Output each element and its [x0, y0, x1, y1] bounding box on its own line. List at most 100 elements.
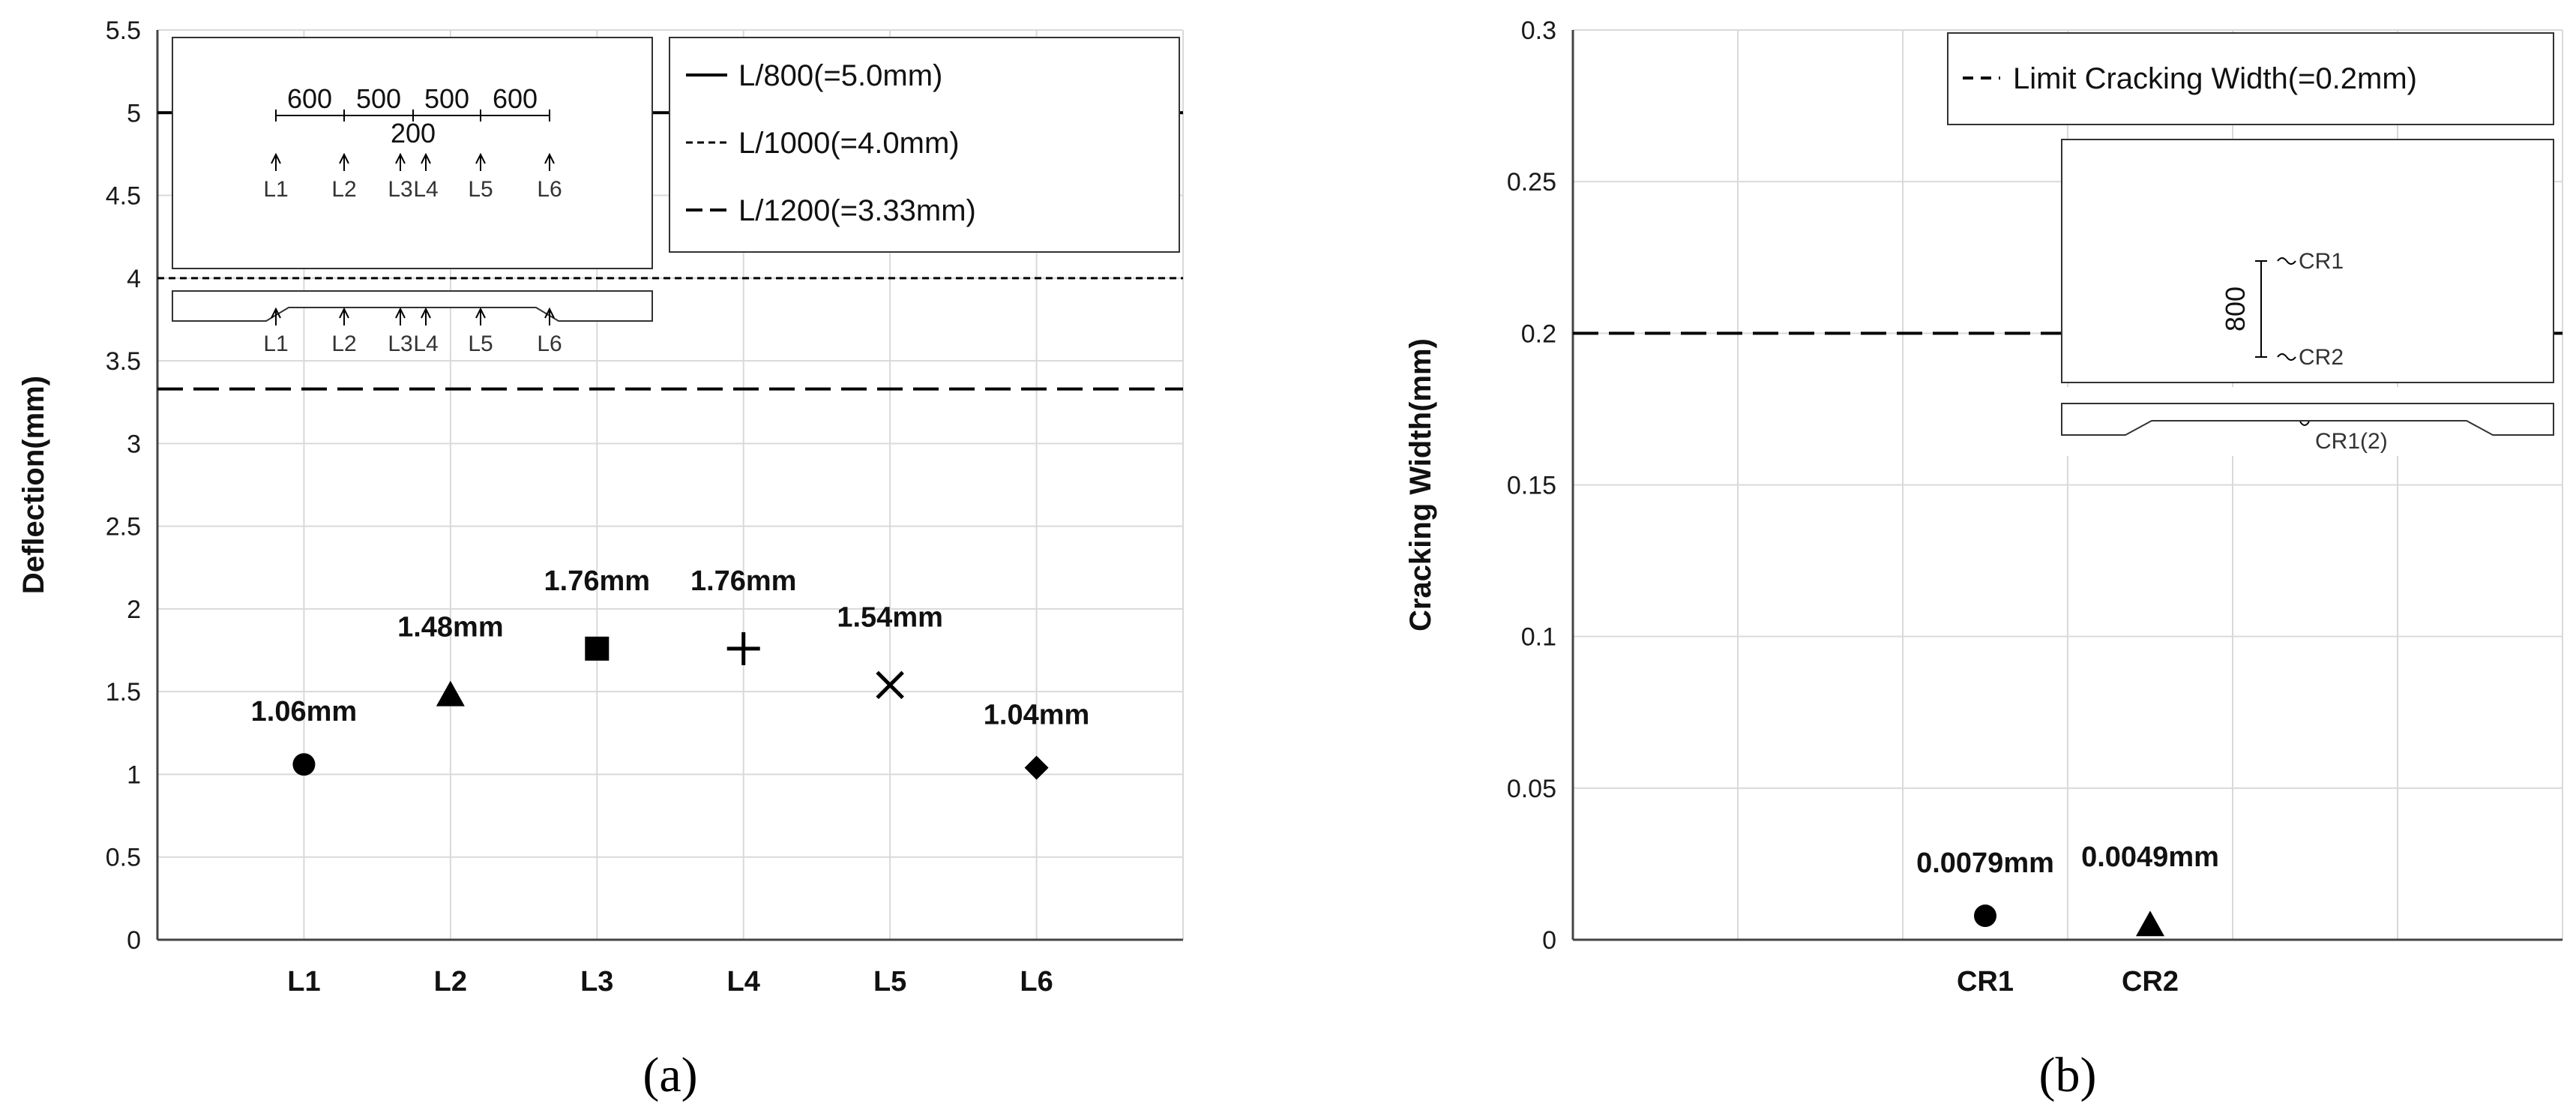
sensor-label: L1 — [263, 332, 288, 356]
sensor-arrow — [421, 307, 431, 326]
data-point — [1024, 755, 1049, 780]
data-point — [726, 632, 760, 665]
inset-plan-view — [2061, 139, 2554, 383]
sensor-arrow — [271, 152, 281, 171]
y-axis-title: Cracking Width(mm) — [1404, 338, 1437, 632]
legend-box — [1947, 32, 2554, 125]
sensor-label: CR1(2) — [2315, 429, 2388, 454]
sensor-arrow — [339, 307, 349, 326]
y-tick-label: 0.05 — [1507, 775, 1556, 803]
sensor-arrow — [395, 152, 406, 171]
y-tick-label: 0.15 — [1507, 472, 1556, 500]
crack-gauge-mark — [2299, 421, 2310, 426]
y-tick-label: 0.1 — [1521, 623, 1556, 652]
sensor-label: CR1 — [2299, 249, 2344, 274]
sensor-arrow — [475, 152, 486, 171]
inset-section-view — [172, 290, 653, 322]
y-tick-label: 0.5 — [106, 844, 141, 872]
sensor-label: L2 — [331, 177, 356, 202]
x-category-label: L2 — [434, 966, 467, 998]
legend: L/800(=5.0mm) L/1000(=4.0mm) L/1200(=3.33m… — [669, 37, 1180, 253]
sensor-arrow — [271, 307, 281, 326]
legend-entry: Limit Cracking Width(=0.2mm) — [2013, 62, 2417, 95]
y-tick-label: 0 — [127, 926, 141, 955]
x-category-label: L4 — [727, 966, 760, 998]
sensor-arrow — [421, 152, 431, 171]
panel-label: (a) — [643, 1048, 697, 1102]
y-tick-label: 4 — [127, 265, 141, 293]
y-tick-label: 2 — [127, 596, 141, 624]
y-tick-label: 2.5 — [106, 513, 141, 542]
sensor-arrow — [475, 307, 486, 326]
deflection-chart: 00.511.522.533.544.555.5L1 L2 L3 L4 L5 L61.06… — [17, 16, 1184, 1102]
sensor-arrow — [395, 307, 406, 326]
dimension-label: 600 — [493, 83, 538, 114]
legend-box — [669, 37, 1180, 253]
legend-entry: L/1200(=3.33mm) — [738, 194, 976, 227]
y-tick-label: 0.2 — [1521, 320, 1556, 348]
y-tick-label: 0 — [1542, 926, 1556, 955]
dimension-label: 200 — [391, 118, 436, 148]
cracking-width-chart: 0 0.05 0.1 0.15 0.2 0.25 0.3 CR1 CR2 0.0079mm 0.00… — [1404, 16, 2563, 1102]
y-tick-label: 3 — [127, 430, 141, 458]
data-point — [2136, 910, 2164, 937]
sensor-label: L4 — [413, 332, 438, 356]
y-tick-label: 1.5 — [106, 678, 141, 706]
x-category-label: L1 — [287, 966, 320, 998]
sensor-layout-inset: 800 CR1 CR2 CR1(2) — [2061, 139, 2554, 456]
data-point — [585, 636, 610, 661]
sensor-label: L1 — [263, 177, 288, 202]
x-category-label: L3 — [580, 966, 613, 998]
sensor-label: CR2 — [2299, 345, 2344, 370]
data-label: 1.54mm — [837, 602, 943, 633]
data-label: 1.06mm — [251, 696, 358, 728]
legend-entry: L/800(=5.0mm) — [738, 59, 942, 92]
data-point — [436, 680, 465, 706]
inset-section-view — [2061, 403, 2554, 436]
data-label: 1.76mm — [544, 566, 651, 597]
data-label: 0.0049mm — [2081, 842, 2219, 873]
y-tick-label: 0.3 — [1521, 16, 1556, 45]
data-label: 1.04mm — [984, 700, 1090, 731]
sensor-label: L3 — [388, 177, 412, 202]
legend: Limit Cracking Width(=0.2mm) — [1947, 32, 2554, 125]
y-tick-label: 5.5 — [106, 16, 141, 45]
sensor-arrow — [339, 152, 349, 171]
dimension-label: 500 — [356, 83, 401, 114]
data-label: 0.0079mm — [1916, 848, 2054, 879]
dimension-label: 800 — [2220, 286, 2251, 332]
x-category-label: L6 — [1020, 966, 1053, 998]
y-tick-label: 0.25 — [1507, 168, 1556, 196]
y-tick-label: 3.5 — [106, 347, 141, 376]
dimension-label: 500 — [424, 83, 469, 114]
x-category-label: CR1 — [1957, 966, 2014, 998]
crack-gauge-mark — [2277, 353, 2296, 361]
crack-gauge-mark — [2277, 257, 2296, 265]
sensor-arrow — [544, 152, 555, 171]
sensor-label: L5 — [468, 177, 493, 202]
sensor-label: L2 — [331, 332, 356, 356]
y-tick-label: 5 — [127, 99, 141, 128]
inset-plan-view — [172, 37, 653, 269]
data-label: 1.76mm — [690, 566, 797, 597]
sensor-arrow — [544, 307, 555, 326]
legend-entry: L/1000(=4.0mm) — [738, 127, 960, 160]
dimension-label: 600 — [287, 83, 332, 114]
y-tick-label: 4.5 — [106, 182, 141, 211]
y-tick-label: 1 — [127, 760, 141, 789]
sensor-label: L3 — [388, 332, 412, 356]
x-category-label: L5 — [873, 966, 906, 998]
data-point — [876, 670, 904, 700]
sensor-label: L4 — [413, 177, 438, 202]
data-label: 1.48mm — [397, 612, 504, 644]
sensor-label: L5 — [468, 332, 493, 356]
x-category-label: CR2 — [2122, 966, 2179, 998]
sensor-label: L6 — [537, 177, 562, 202]
sensor-label: L6 — [537, 332, 562, 356]
panel-label: (b) — [2039, 1048, 2097, 1102]
data-point — [1974, 904, 1996, 928]
y-axis-title: Deflection(mm) — [17, 376, 50, 594]
data-point — [292, 753, 316, 776]
